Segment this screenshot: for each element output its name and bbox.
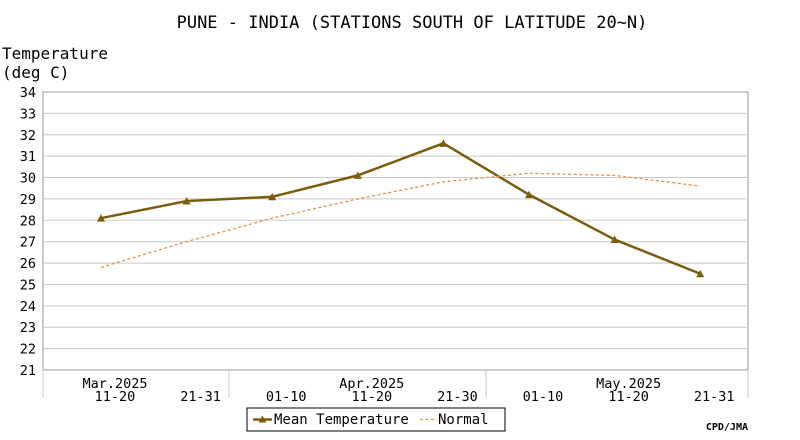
plot-frame [42, 91, 749, 371]
y-tick-label-33: 33 [20, 106, 36, 122]
x-tick-period-7: 21-31 [694, 389, 735, 405]
y-tick-label-34: 34 [20, 85, 36, 101]
x-tick-month-0: Mar.2025 [82, 376, 147, 392]
series-line-mean-temperature [100, 142, 701, 275]
y-tick-label-26: 26 [20, 256, 36, 272]
mean-temperature-point-0 [97, 214, 105, 222]
y-tick-label-28: 28 [20, 213, 36, 229]
x-tick-month-3: Apr.2025 [339, 376, 404, 392]
legend: Mean Temperature Normal [246, 407, 506, 432]
series-layer [97, 139, 705, 278]
x-tick-period-6: 11-20 [608, 389, 649, 405]
legend-mean-label: Mean Temperature [274, 412, 409, 428]
x-tick-period-3: 11-20 [351, 389, 392, 405]
y-tick-label-21: 21 [20, 363, 36, 379]
y-tick-label-23: 23 [20, 320, 36, 336]
y-axis-label-line-1: Temperature [2, 44, 108, 63]
credit-label: CPD/JMA [706, 422, 748, 433]
y-tick-label-22: 22 [20, 342, 36, 358]
mean-temperature-point-4 [439, 139, 448, 147]
x-tick-month-6: May.2025 [596, 376, 661, 392]
mean-temperature-point-3 [353, 171, 362, 179]
y-tick-label-24: 24 [20, 299, 36, 315]
y-tick-label-29: 29 [20, 192, 36, 208]
legend-mean-marker [258, 415, 267, 423]
x-tick-period-2: 01-10 [266, 389, 307, 405]
chart-title: PUNE - INDIA (STATIONS SOUTH OF LATITUDE… [177, 13, 648, 33]
mean-temperature-point-2 [268, 192, 277, 201]
y-tick-label-30: 30 [20, 171, 36, 187]
mean-temperature-point-5 [525, 190, 533, 199]
y-tick-label-32: 32 [20, 128, 36, 144]
mean-temperature-point-1 [182, 197, 191, 205]
series-line-normal [100, 172, 701, 268]
x-tick-period-1: 21-31 [180, 389, 221, 405]
legend-box [246, 407, 506, 432]
mean-temperature-point-7 [696, 269, 705, 278]
x-tick-period-0: 11-20 [95, 389, 136, 405]
x-tick-period-5: 01-10 [523, 389, 564, 405]
x-tick-period-4: 21-30 [437, 389, 478, 405]
y-tick-label-27: 27 [20, 235, 36, 251]
grid [42, 91, 749, 398]
mean-temperature-point-6 [610, 235, 619, 244]
legend-normal-label: Normal [438, 412, 489, 428]
y-axis-ticks: 21 22 23 24 25 26 27 28 29 30 31 32 33 34 [20, 85, 36, 379]
y-tick-label-31: 31 [20, 149, 36, 165]
y-tick-label-25: 25 [20, 277, 36, 293]
y-axis-label-line-2: (deg C) [2, 63, 69, 82]
